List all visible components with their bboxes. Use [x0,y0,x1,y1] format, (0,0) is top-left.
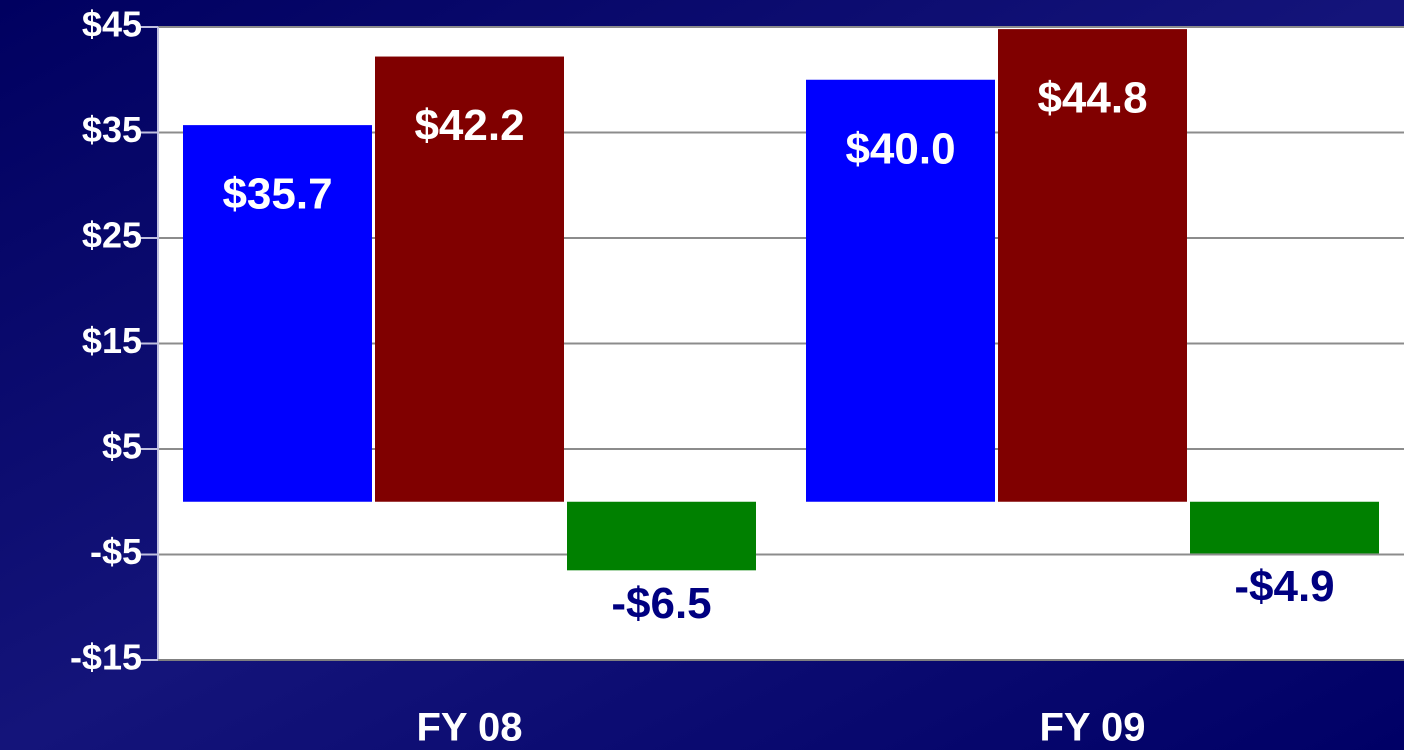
y-tick-label: -$5 [90,531,142,572]
value-label: $44.8 [1037,74,1147,123]
value-label: $42.2 [414,101,524,150]
x-tick-label: FY 09 [1040,706,1146,750]
value-label: -$6.5 [611,579,711,628]
x-tick-label: FY 08 [417,706,523,750]
bar [183,125,372,502]
y-tick-label: $25 [82,215,142,256]
value-label: $35.7 [222,170,332,219]
bar [806,79,995,502]
bar [998,29,1187,502]
bar [1190,501,1379,554]
y-tick-label: -$15 [70,637,142,678]
y-tick-label: $35 [82,109,142,150]
bar [375,56,564,502]
y-tick-label: $45 [82,4,142,45]
value-label: -$4.9 [1234,562,1334,611]
bar [567,501,756,571]
value-label: $40.0 [845,124,955,173]
y-tick-label: $5 [102,426,142,467]
y-tick-label: $15 [82,320,142,361]
